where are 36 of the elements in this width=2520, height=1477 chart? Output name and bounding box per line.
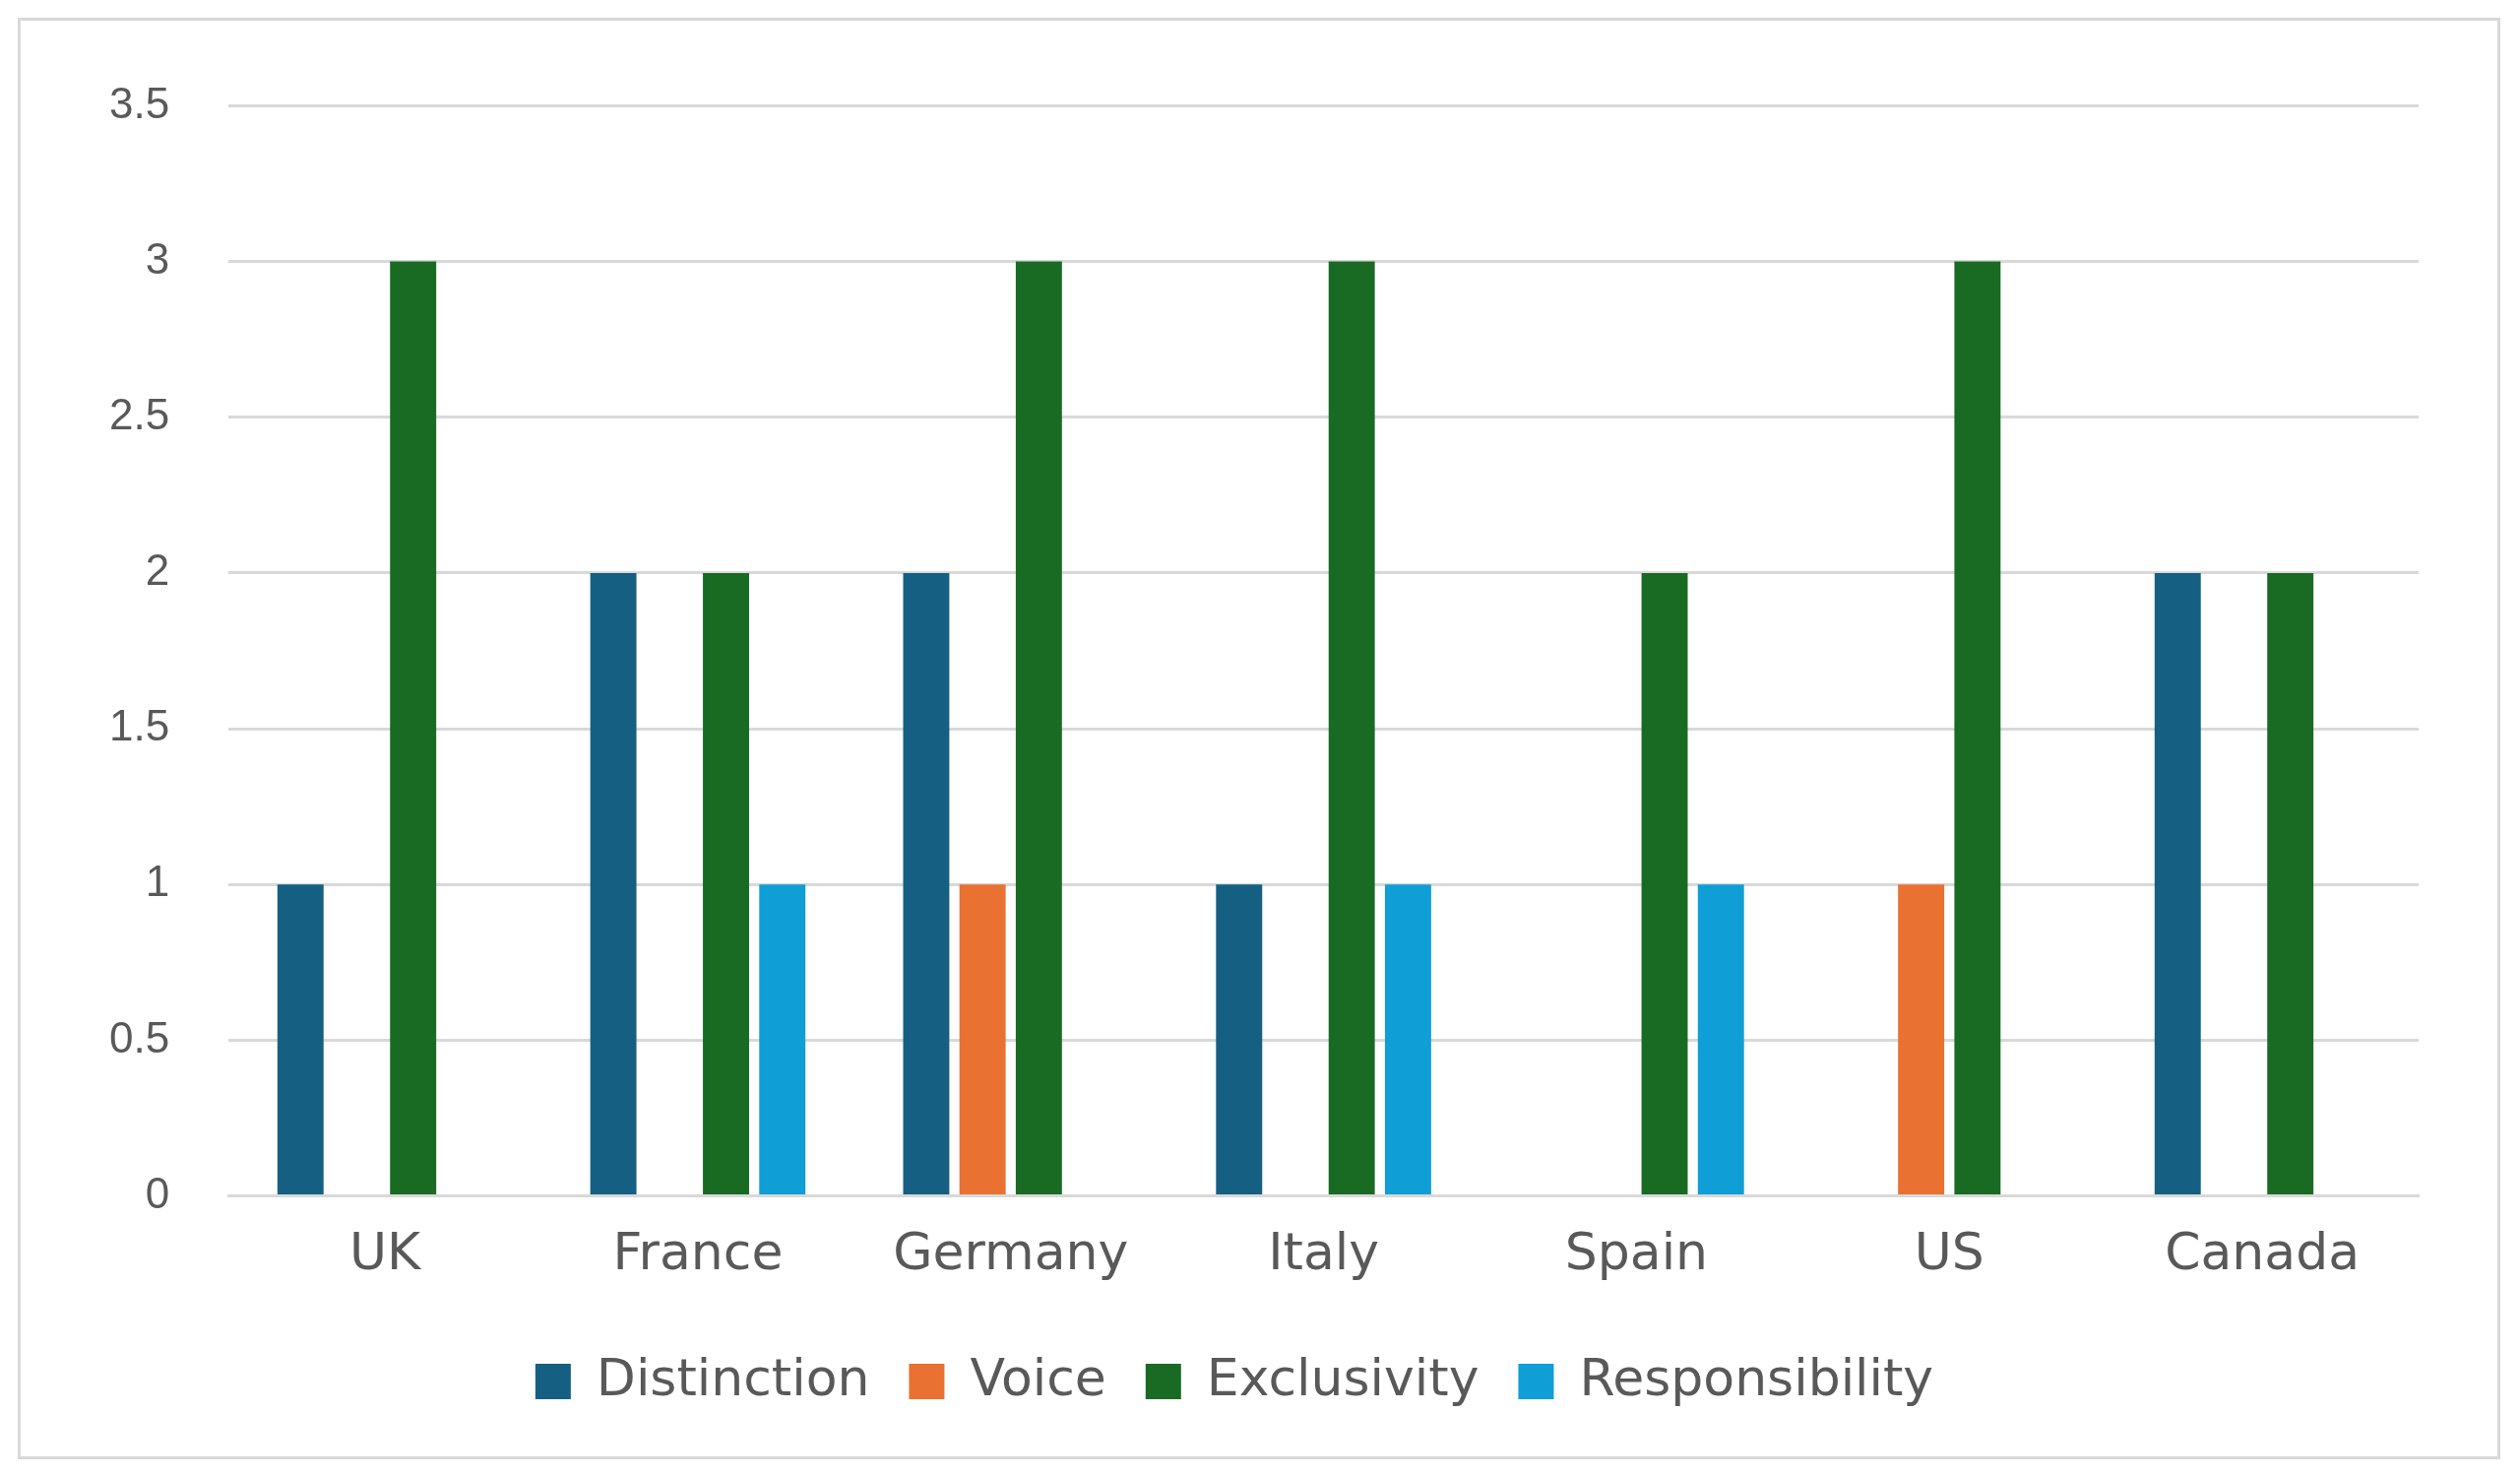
bar (1015, 261, 1062, 1195)
x-tick-label: Canada (2165, 1222, 2361, 1282)
y-tick-label: 0 (145, 1168, 170, 1217)
bar (390, 261, 437, 1195)
y-tick-label: 1 (145, 857, 170, 906)
bar (1328, 261, 1375, 1195)
y-tick-label: 2 (145, 546, 170, 595)
y-tick-label: 0.5 (108, 1012, 170, 1061)
bar (959, 884, 1006, 1195)
bar (277, 884, 324, 1195)
bar (590, 572, 637, 1195)
x-tick-label: US (1914, 1222, 1984, 1282)
y-tick-label: 1.5 (108, 701, 170, 750)
legend-label: Voice (970, 1347, 1106, 1407)
bar (903, 572, 950, 1195)
bar (2154, 572, 2201, 1195)
bar (759, 884, 806, 1195)
bar (1954, 261, 2001, 1195)
bar (703, 572, 749, 1195)
legend-label: Responsibility (1579, 1347, 1934, 1407)
bar (1697, 884, 1744, 1195)
x-tick-label: UK (349, 1222, 423, 1282)
bar (1641, 572, 1688, 1195)
legend-label: Exclusivity (1206, 1347, 1480, 1407)
x-tick-label: Spain (1564, 1222, 1709, 1282)
y-tick-label: 3 (145, 233, 170, 283)
y-tick-label: 3.5 (108, 78, 170, 127)
x-tick-label: France (612, 1222, 784, 1282)
legend-label: Distinction (596, 1347, 870, 1407)
bar (1384, 884, 1431, 1195)
y-tick-label: 2.5 (108, 389, 170, 438)
x-tick-label: Italy (1268, 1222, 1379, 1282)
x-tick-label: Germany (893, 1222, 1129, 1282)
bar (1216, 884, 1263, 1195)
bar (1898, 884, 1945, 1195)
bar (2267, 572, 2314, 1195)
